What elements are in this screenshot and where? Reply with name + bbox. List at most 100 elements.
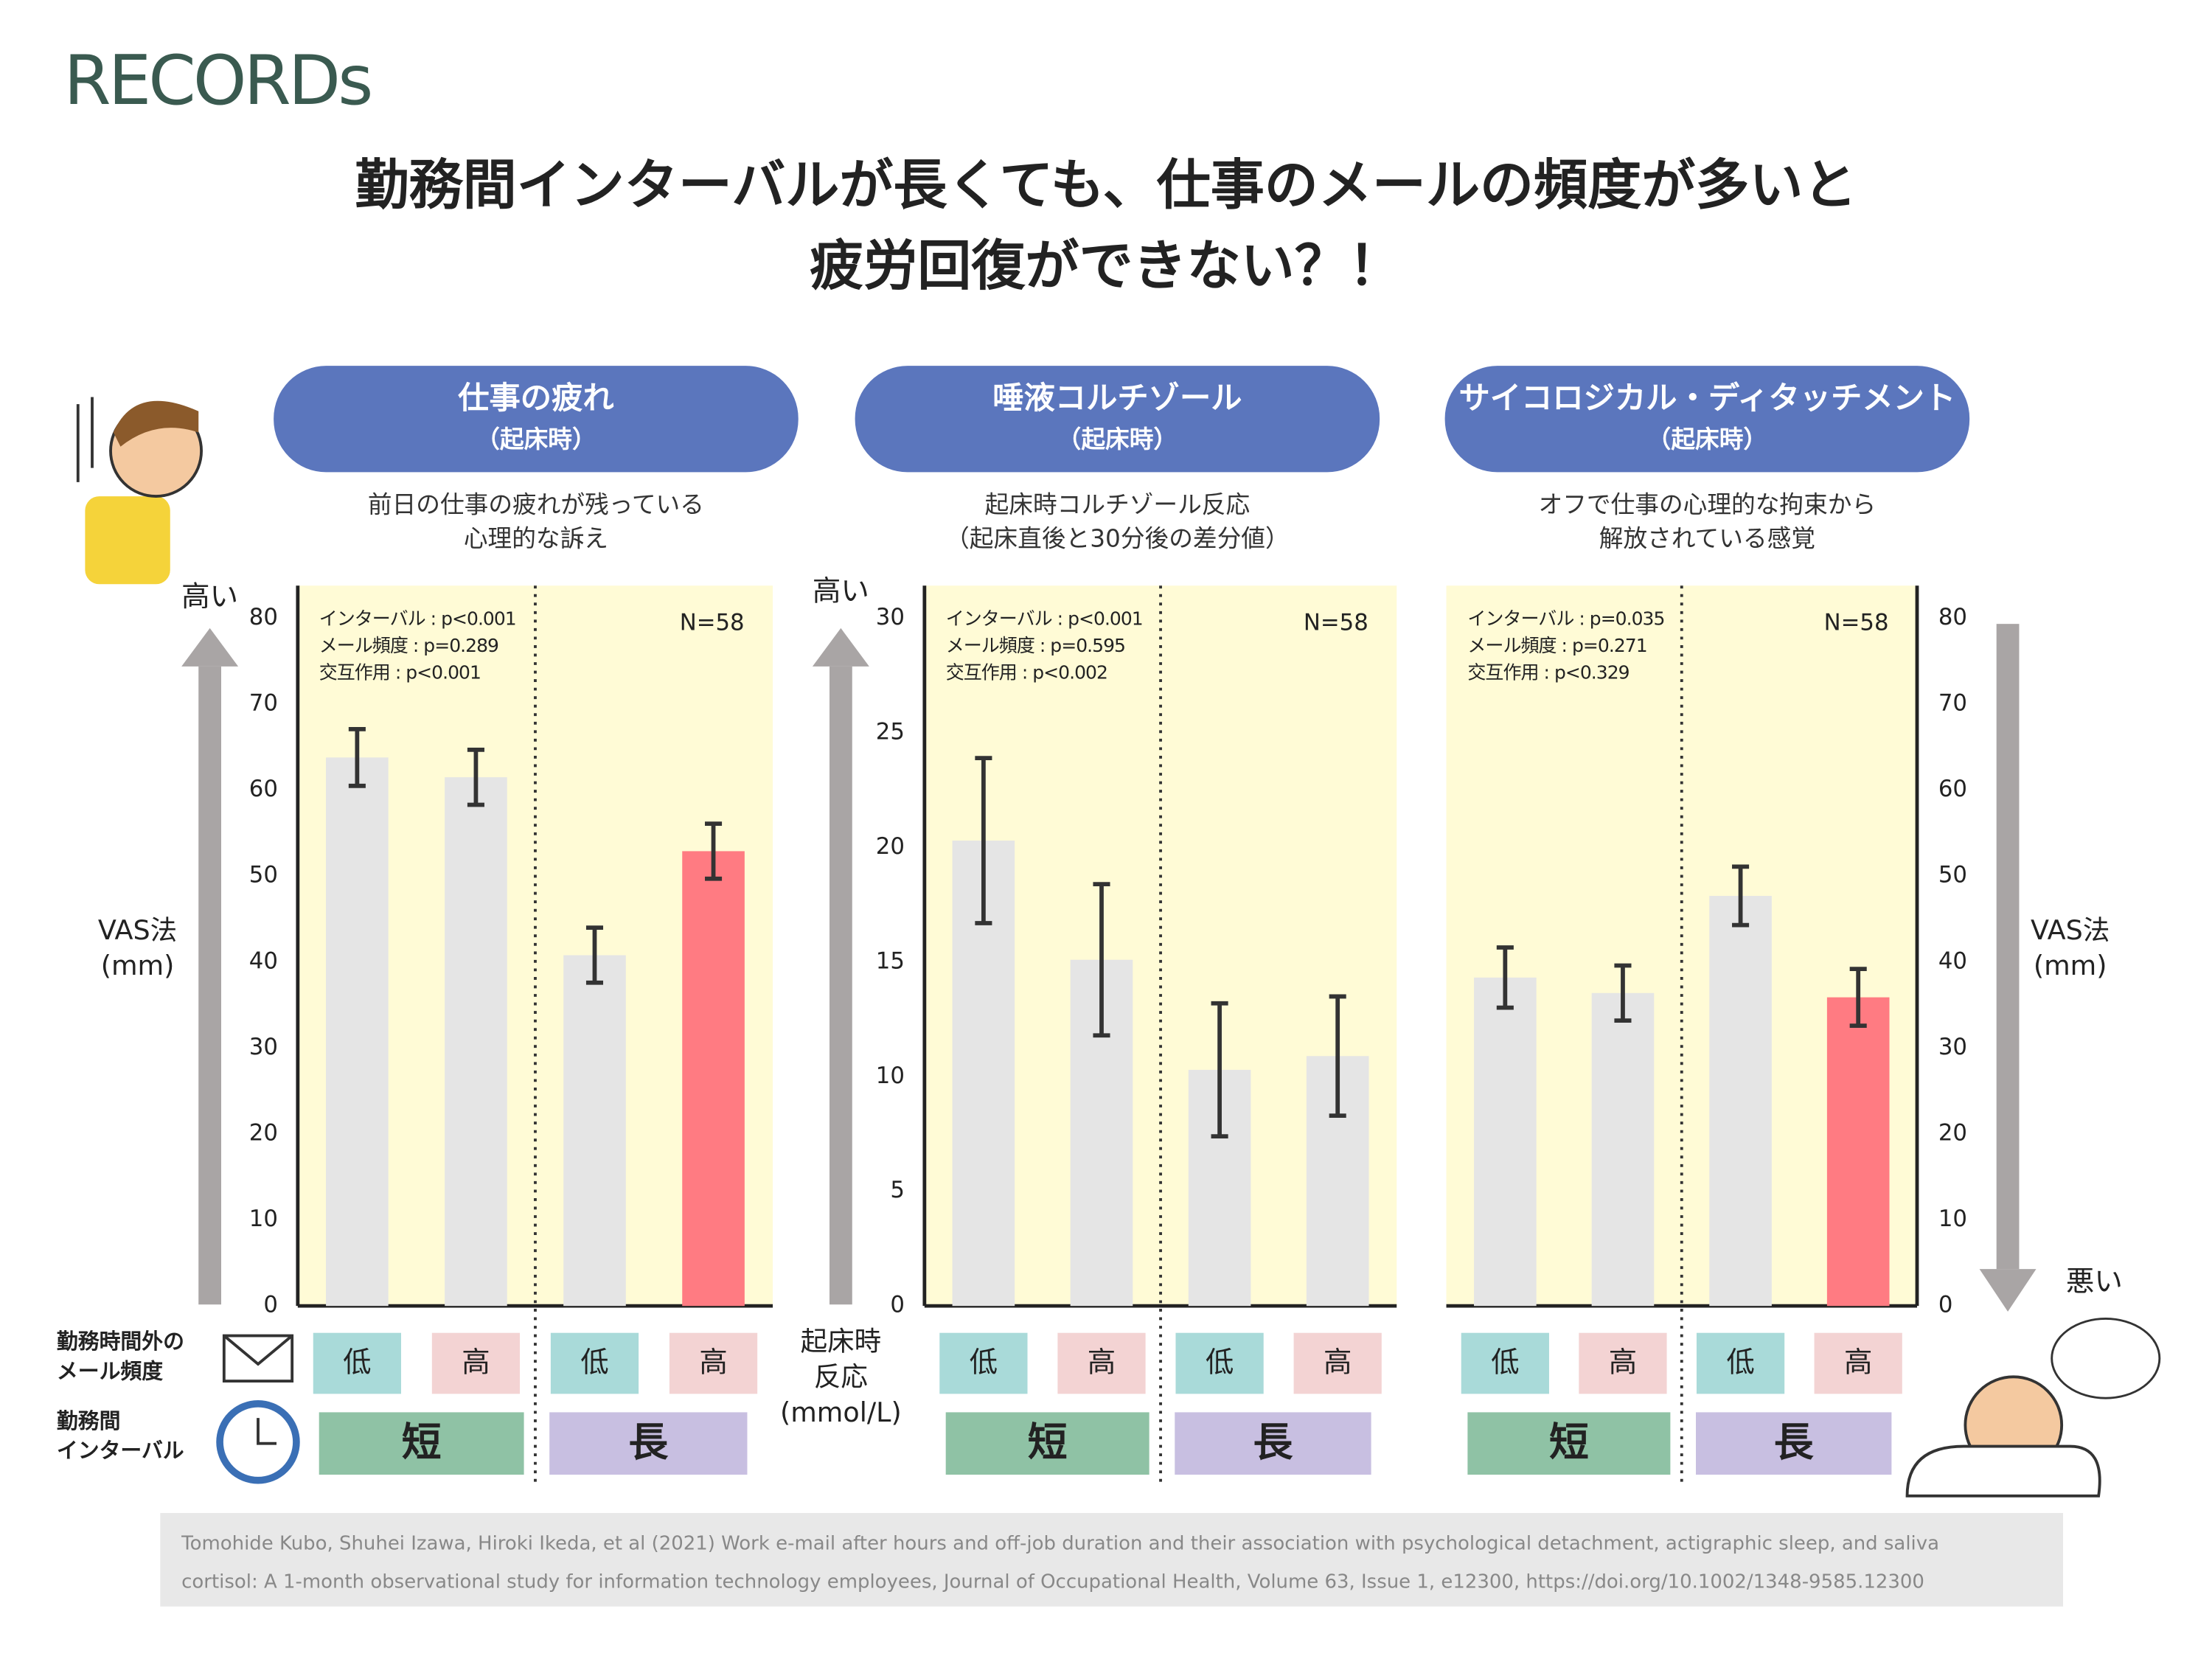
error-bar	[1093, 882, 1110, 1038]
mail-frequency-label: 低	[970, 1346, 998, 1380]
bar	[1826, 997, 1890, 1307]
y-tick-label: 80	[1938, 604, 1967, 630]
error-bar	[1849, 967, 1867, 1028]
y-axis-label: 反応	[814, 1361, 868, 1393]
arrow-shaft	[830, 666, 852, 1305]
interval-box	[1175, 1412, 1371, 1475]
mail-frequency-label: 高	[699, 1346, 727, 1380]
stat-text: メール頻度 : p=0.289	[319, 635, 498, 656]
title: 疲労回復ができない？！	[810, 234, 1402, 297]
stat-text: メール頻度 : p=0.271	[1467, 635, 1646, 656]
panel-header	[1444, 366, 1970, 473]
panel-description: オフで仕事の心理的な拘束から	[1539, 491, 1877, 519]
clock-icon	[216, 1400, 300, 1484]
citation: cortisol: A 1-month observational study …	[181, 1571, 1924, 1593]
panel-subtitle: （起床時）	[476, 425, 596, 453]
citation-box	[160, 1512, 2064, 1607]
y-tick-label: 30	[1938, 1034, 1967, 1060]
y-tick-label: 80	[249, 604, 278, 630]
panel-subtitle: （起床時）	[1647, 425, 1767, 453]
y-axis-label: VAS法	[2031, 914, 2110, 946]
arrow-head	[1979, 1269, 2037, 1312]
interval-box	[1696, 1412, 1892, 1475]
mail-frequency-label: 低	[1206, 1346, 1234, 1380]
interval-label: 短	[1028, 1419, 1068, 1465]
y-tick-label: 60	[1938, 776, 1967, 802]
mail-frequency-box	[1579, 1332, 1667, 1394]
sleeper-illustration	[1905, 1318, 2161, 1498]
error-bar	[1496, 945, 1514, 1010]
y-tick-label: 50	[1938, 862, 1967, 888]
mail-frequency-label: 高	[1844, 1346, 1872, 1380]
arrow-label: 悪い	[2066, 1265, 2123, 1298]
y-axis-label: VAS法	[98, 914, 177, 946]
person-illustration	[76, 397, 203, 585]
y-tick-label: 30	[249, 1034, 278, 1060]
y-tick-label: 30	[876, 604, 905, 630]
mail-frequency-box	[1461, 1332, 1549, 1394]
mail-frequency-label: 低	[580, 1346, 608, 1380]
mail-frequency-label: 高	[1609, 1346, 1637, 1380]
bar	[1591, 992, 1655, 1307]
panel-title: サイコロジカル・ディタッチメント	[1458, 380, 1955, 416]
y-axis-label: (mmol/L)	[780, 1397, 902, 1428]
y-tick-label: 15	[876, 947, 905, 974]
mail-frequency-label: 高	[462, 1346, 490, 1380]
panel-subtitle: （起床時）	[1057, 425, 1178, 453]
y-axis-label: 起床時	[801, 1326, 882, 1357]
y-tick-label: 0	[890, 1292, 905, 1318]
row-label: 勤務時間外の	[57, 1329, 184, 1354]
mail-frequency-box	[1175, 1332, 1264, 1394]
panel-title: 仕事の疲れ	[458, 380, 614, 416]
arrow-head	[812, 627, 869, 667]
arrow-label: 高い	[813, 574, 869, 608]
y-tick-label: 10	[876, 1062, 905, 1089]
y-tick-label: 70	[249, 690, 278, 717]
mail-frequency-box	[313, 1332, 401, 1394]
mail-icon	[222, 1334, 294, 1382]
y-tick-label: 10	[1938, 1206, 1967, 1232]
bar	[1474, 977, 1537, 1307]
mail-frequency-box	[1057, 1332, 1146, 1394]
mail-frequency-box	[669, 1332, 758, 1394]
mail-frequency-box	[1814, 1332, 1902, 1394]
bar	[563, 955, 626, 1307]
interval-box	[945, 1412, 1150, 1475]
interval-label: 長	[628, 1419, 669, 1465]
panel-title: 唾液コルチゾール	[992, 380, 1242, 416]
interval-label: 短	[402, 1419, 442, 1465]
title: 勤務間インターバルが長くても、仕事のメールの頻度が多いと	[355, 154, 1857, 217]
logo: RECORDs	[64, 41, 371, 120]
row-label: 勤務間	[57, 1408, 120, 1433]
y-tick-label: 20	[876, 833, 905, 860]
y-tick-label: 0	[1938, 1292, 1953, 1318]
row-label: メール頻度	[57, 1359, 163, 1384]
mail-frequency-box	[431, 1332, 521, 1394]
error-bar	[1732, 864, 1750, 928]
interval-box	[319, 1412, 524, 1475]
interval-box	[1467, 1412, 1671, 1475]
y-tick-label: 10	[249, 1206, 278, 1232]
y-tick-label: 50	[249, 862, 278, 888]
arrow-shaft	[198, 666, 221, 1305]
error-bar	[1211, 1001, 1228, 1138]
error-bar	[1614, 963, 1632, 1023]
error-bar	[975, 756, 992, 925]
interval-label: 長	[1253, 1419, 1294, 1465]
error-bar	[467, 747, 484, 807]
arrow-shaft	[1996, 624, 2020, 1270]
y-tick-label: 20	[249, 1119, 278, 1146]
mail-frequency-box	[1293, 1332, 1382, 1394]
panel-description: （起床直後と30分後の差分値）	[945, 525, 1290, 553]
mail-frequency-label: 低	[343, 1346, 371, 1380]
row-label: インターバル	[57, 1438, 184, 1463]
interval-box	[549, 1412, 748, 1475]
panel-header	[855, 366, 1380, 473]
stat-text: 交互作用 : p<0.001	[319, 661, 481, 683]
y-tick-label: 20	[1938, 1119, 1967, 1146]
bar	[1709, 896, 1772, 1307]
panel-header	[274, 366, 799, 473]
mail-frequency-label: 低	[1491, 1346, 1519, 1380]
y-tick-label: 70	[1938, 690, 1967, 717]
